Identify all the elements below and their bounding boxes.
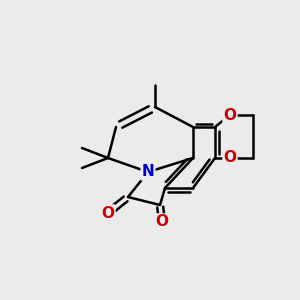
Text: O: O	[224, 107, 236, 122]
Text: O: O	[155, 214, 169, 230]
Text: O: O	[101, 206, 115, 220]
Text: O: O	[224, 151, 236, 166]
Text: N: N	[142, 164, 154, 179]
